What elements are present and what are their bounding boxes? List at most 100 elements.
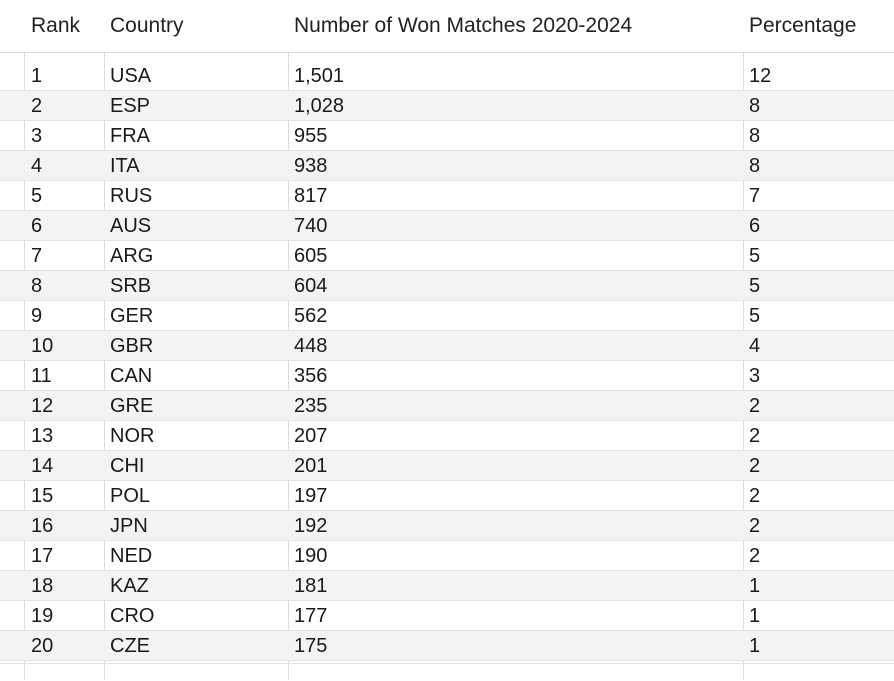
country-cell[interactable]: ITA [110,155,140,177]
wins-cell[interactable]: 177 [294,605,328,627]
table-row[interactable]: 7 ARG 605 5 [0,241,894,271]
rank-cell[interactable]: 20 [31,635,54,657]
rank-cell[interactable]: 15 [31,485,54,507]
table-row[interactable]: 2 ESP 1,028 8 [0,91,894,121]
wins-cell[interactable]: 605 [294,245,328,267]
country-cell[interactable]: ARG [110,245,154,267]
percentage-cell[interactable]: 8 [749,125,761,147]
country-cell[interactable]: RUS [110,185,153,207]
wins-cell[interactable]: 356 [294,365,328,387]
table-row[interactable]: 10 GBR 448 4 [0,331,894,361]
column-header-rank[interactable]: Rank [31,14,81,37]
wins-cell[interactable]: 181 [294,575,328,597]
percentage-cell[interactable]: 8 [749,155,761,177]
country-cell[interactable]: USA [110,65,152,87]
rank-cell[interactable]: 16 [31,515,54,537]
wins-cell[interactable]: 201 [294,455,328,477]
wins-cell[interactable]: 448 [294,335,328,357]
wins-cell[interactable]: 1,028 [294,95,345,117]
country-cell[interactable]: CZE [110,635,150,657]
wins-cell[interactable]: 938 [294,155,328,177]
rank-cell[interactable]: 19 [31,605,54,627]
percentage-cell[interactable]: 5 [749,275,761,297]
percentage-cell[interactable]: 3 [749,365,761,387]
wins-cell[interactable]: 175 [294,635,328,657]
rank-cell[interactable]: 14 [31,455,54,477]
country-cell[interactable]: GRE [110,395,154,417]
percentage-cell[interactable]: 2 [749,485,761,507]
percentage-cell[interactable]: 5 [749,305,761,327]
column-header-wins[interactable]: Number of Won Matches 2020-2024 [294,14,633,37]
wins-cell[interactable]: 235 [294,395,328,417]
wins-cell[interactable]: 955 [294,125,328,147]
rank-cell[interactable]: 8 [31,275,43,297]
wins-cell[interactable]: 562 [294,305,328,327]
rank-cell[interactable]: 10 [31,335,54,357]
percentage-cell[interactable]: 2 [749,515,761,537]
country-cell[interactable]: NED [110,545,153,567]
table-row[interactable]: 17 NED 190 2 [0,541,894,571]
rank-cell[interactable]: 5 [31,185,43,207]
rank-cell[interactable]: 2 [31,95,43,117]
percentage-cell[interactable]: 1 [749,575,761,597]
percentage-cell[interactable]: 1 [749,635,761,657]
rank-cell[interactable]: 9 [31,305,43,327]
percentage-cell[interactable]: 2 [749,545,761,567]
table-row[interactable]: 18 KAZ 181 1 [0,571,894,601]
table-row[interactable]: 16 JPN 192 2 [0,511,894,541]
wins-cell[interactable]: 190 [294,545,328,567]
empty-table-row[interactable] [0,663,894,681]
percentage-cell[interactable]: 8 [749,95,761,117]
country-cell[interactable]: GBR [110,335,154,357]
country-cell[interactable]: KAZ [110,575,149,597]
table-row[interactable]: 15 POL 197 2 [0,481,894,511]
rank-cell[interactable]: 3 [31,125,43,147]
percentage-cell[interactable]: 5 [749,245,761,267]
table-row[interactable]: 14 CHI 201 2 [0,451,894,481]
rank-cell[interactable]: 4 [31,155,43,177]
country-cell[interactable]: NOR [110,425,155,447]
country-cell[interactable]: POL [110,485,151,507]
wins-cell[interactable]: 197 [294,485,328,507]
country-cell[interactable]: CRO [110,605,155,627]
rank-cell[interactable]: 12 [31,395,54,417]
percentage-cell[interactable]: 1 [749,605,761,627]
table-row[interactable]: 19 CRO 177 1 [0,601,894,631]
percentage-cell[interactable]: 2 [749,455,761,477]
table-row[interactable]: 5 RUS 817 7 [0,181,894,211]
table-row[interactable]: 13 NOR 207 2 [0,421,894,451]
percentage-cell[interactable]: 12 [749,65,772,87]
table-row[interactable]: 4 ITA 938 8 [0,151,894,181]
country-cell[interactable]: SRB [110,275,152,297]
rank-cell[interactable]: 11 [31,365,52,387]
country-cell[interactable]: FRA [110,125,150,147]
column-header-percentage[interactable]: Percentage [749,14,857,37]
rank-cell[interactable]: 17 [31,545,54,567]
table-row[interactable]: 11 CAN 356 3 [0,361,894,391]
wins-cell[interactable]: 817 [294,185,328,207]
table-row[interactable]: 12 GRE 235 2 [0,391,894,421]
wins-cell[interactable]: 192 [294,515,328,537]
country-cell[interactable]: AUS [110,215,152,237]
wins-cell[interactable]: 604 [294,275,328,297]
country-cell[interactable]: CAN [110,365,153,387]
wins-cell[interactable]: 740 [294,215,328,237]
country-cell[interactable]: ESP [110,95,151,117]
percentage-cell[interactable]: 2 [749,395,761,417]
percentage-cell[interactable]: 7 [749,185,761,207]
column-header-country[interactable]: Country [110,14,184,37]
table-row[interactable]: 6 AUS 740 6 [0,211,894,241]
rank-cell[interactable]: 13 [31,425,54,447]
rank-cell[interactable]: 18 [31,575,54,597]
percentage-cell[interactable]: 2 [749,425,761,447]
wins-cell[interactable]: 207 [294,425,328,447]
table-row[interactable]: 3 FRA 955 8 [0,121,894,151]
percentage-cell[interactable]: 6 [749,215,761,237]
country-cell[interactable]: JPN [110,515,148,537]
country-cell[interactable]: GER [110,305,154,327]
table-row[interactable]: 8 SRB 604 5 [0,271,894,301]
table-row[interactable]: 20 CZE 175 1 [0,631,894,661]
country-cell[interactable]: CHI [110,455,145,477]
table-row[interactable]: 1 USA 1,501 12 [0,61,894,91]
percentage-cell[interactable]: 4 [749,335,761,357]
